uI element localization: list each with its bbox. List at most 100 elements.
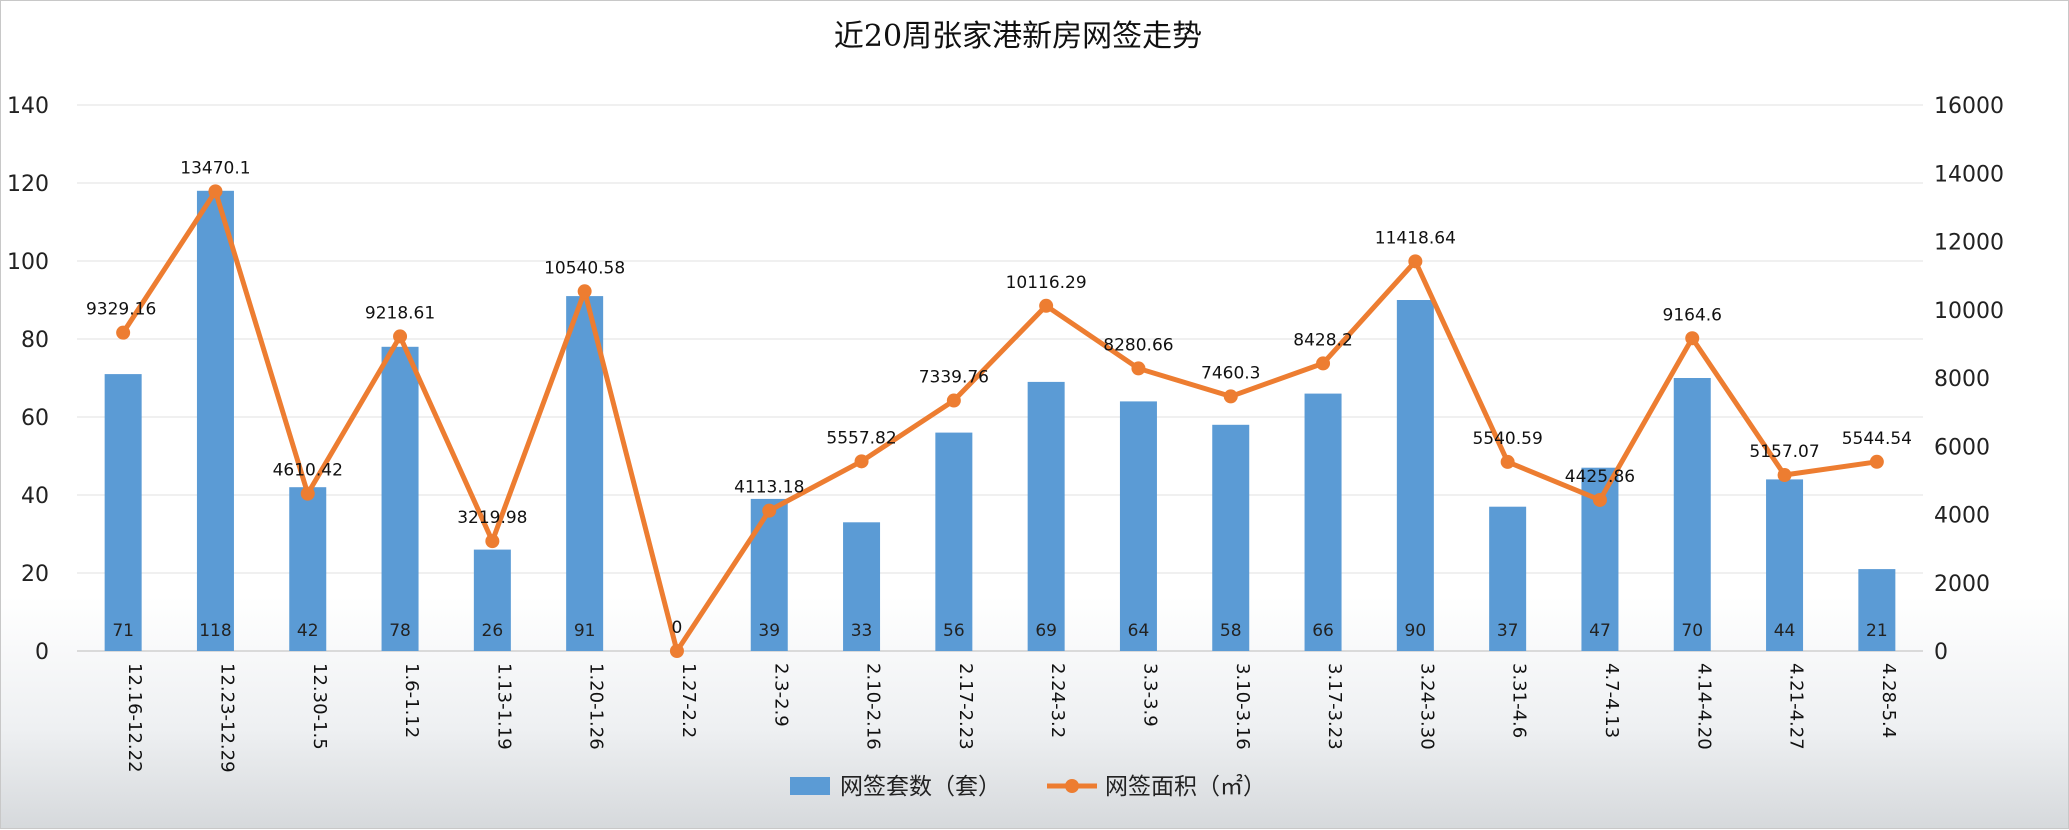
bar — [381, 346, 419, 651]
area-point — [116, 325, 131, 340]
area-value-label: 7339.76 — [919, 368, 989, 388]
x-tick-label: 12.16-12.22 — [124, 663, 145, 773]
bar-value-label: 91 — [574, 621, 596, 641]
area-point — [669, 644, 684, 658]
area-point — [393, 329, 408, 344]
bar-value-label: 71 — [112, 621, 134, 641]
y-right-tick-label: 2000 — [1934, 572, 1990, 597]
area-point — [946, 393, 961, 408]
bar — [1027, 381, 1065, 651]
x-tick-label: 3.10-3.16 — [1232, 663, 1253, 750]
x-tick-label: 4.7-4.13 — [1601, 663, 1622, 738]
bar — [1212, 424, 1250, 651]
area-value-label: 8280.66 — [1103, 335, 1173, 355]
area-point — [1131, 361, 1146, 376]
x-tick-label: 2.10-2.16 — [863, 663, 884, 750]
area-value-label: 5557.82 — [826, 428, 896, 448]
x-tick-label: 4.14-4.20 — [1693, 663, 1714, 750]
area-point — [300, 486, 315, 501]
bar — [473, 549, 511, 651]
area-value-label: 13470.1 — [180, 158, 250, 178]
bar-value-label: 37 — [1497, 621, 1519, 641]
area-point — [1223, 389, 1238, 404]
y-right-tick-label: 0 — [1934, 640, 1948, 665]
bar-value-label: 56 — [943, 621, 965, 641]
bar — [1673, 378, 1711, 651]
x-tick-label: 2.17-2.23 — [955, 663, 976, 750]
y-right-tick-label: 14000 — [1934, 162, 2004, 187]
y-right-tick-label: 16000 — [1934, 94, 2004, 119]
bar-value-label: 64 — [1128, 621, 1150, 641]
bar-value-label: 47 — [1589, 621, 1611, 641]
x-tick-label: 3.3-3.9 — [1139, 663, 1160, 727]
legend-swatch-bars — [790, 777, 830, 795]
bar — [1119, 401, 1157, 651]
area-value-label: 9329.16 — [86, 300, 156, 320]
area-point — [1685, 331, 1700, 346]
y-left-tick-label: 40 — [21, 484, 49, 509]
bar — [1766, 479, 1804, 651]
area-value-label: 0 — [672, 618, 683, 638]
x-tick-label: 1.6-1.12 — [401, 663, 422, 738]
area-point — [762, 503, 777, 518]
x-tick-label: 1.20-1.26 — [586, 663, 607, 750]
bar-value-label: 39 — [758, 621, 780, 641]
legend-swatch-marker — [1065, 779, 1079, 793]
bar — [935, 432, 973, 651]
y-left-tick-label: 0 — [35, 640, 49, 665]
bar-value-label: 44 — [1774, 621, 1796, 641]
y-right-tick-label: 4000 — [1934, 504, 1990, 529]
area-value-label: 4610.42 — [273, 461, 343, 481]
area-value-label: 5540.59 — [1472, 429, 1542, 449]
legend-label-bars: 网签套数（套） — [840, 774, 1001, 800]
x-tick-label: 12.30-1.5 — [309, 663, 330, 750]
y-left-tick-label: 60 — [21, 406, 49, 431]
x-tick-label: 4.28-5.4 — [1878, 663, 1899, 738]
bar — [843, 522, 881, 651]
x-tick-label: 4.21-4.27 — [1786, 663, 1807, 750]
area-point — [208, 184, 223, 199]
bar-value-label: 21 — [1866, 621, 1888, 641]
bar — [1304, 393, 1342, 651]
bar-value-label: 66 — [1312, 621, 1334, 641]
area-value-label: 4113.18 — [734, 478, 804, 498]
bar — [1396, 300, 1434, 651]
bar-value-label: 42 — [297, 621, 319, 641]
bar — [566, 296, 604, 651]
bar — [196, 190, 234, 652]
area-value-label: 10116.29 — [1006, 273, 1087, 293]
bar-value-label: 90 — [1405, 621, 1427, 641]
y-right-tick-label: 6000 — [1934, 435, 1990, 460]
chart-title: 近20周张家港新房网签走势 — [834, 19, 1202, 54]
legend-label-line: 网签面积（㎡） — [1105, 774, 1266, 800]
y-left-tick-label: 80 — [21, 328, 49, 353]
bar — [1858, 569, 1896, 651]
area-point — [1500, 454, 1515, 469]
bar — [104, 374, 142, 651]
area-value-label: 11418.64 — [1375, 228, 1456, 248]
area-point — [1869, 454, 1884, 469]
x-tick-label: 2.24-3.2 — [1047, 663, 1068, 738]
x-tick-label: 3.24-3.30 — [1416, 663, 1437, 750]
bar-value-label: 70 — [1681, 621, 1703, 641]
area-value-label: 9218.61 — [365, 303, 435, 323]
y-left-tick-label: 100 — [7, 250, 49, 275]
y-right-tick-label: 10000 — [1934, 299, 2004, 324]
bar-value-label: 58 — [1220, 621, 1242, 641]
area-value-label: 9164.6 — [1663, 305, 1722, 325]
bar — [1489, 506, 1527, 651]
bar-value-label: 33 — [851, 621, 873, 641]
area-point — [854, 454, 869, 469]
x-tick-label: 1.27-2.2 — [678, 663, 699, 738]
area-series-line — [121, 188, 1878, 654]
area-value-label: 5544.54 — [1842, 429, 1912, 449]
area-point — [1316, 356, 1331, 371]
y-right-tick-label: 8000 — [1934, 367, 1990, 392]
area-point — [1592, 492, 1607, 507]
area-value-label: 7460.3 — [1201, 363, 1260, 383]
area-value-label: 5157.07 — [1749, 442, 1819, 462]
x-tick-label: 3.17-3.23 — [1324, 663, 1345, 750]
bar-value-label: 26 — [482, 621, 504, 641]
